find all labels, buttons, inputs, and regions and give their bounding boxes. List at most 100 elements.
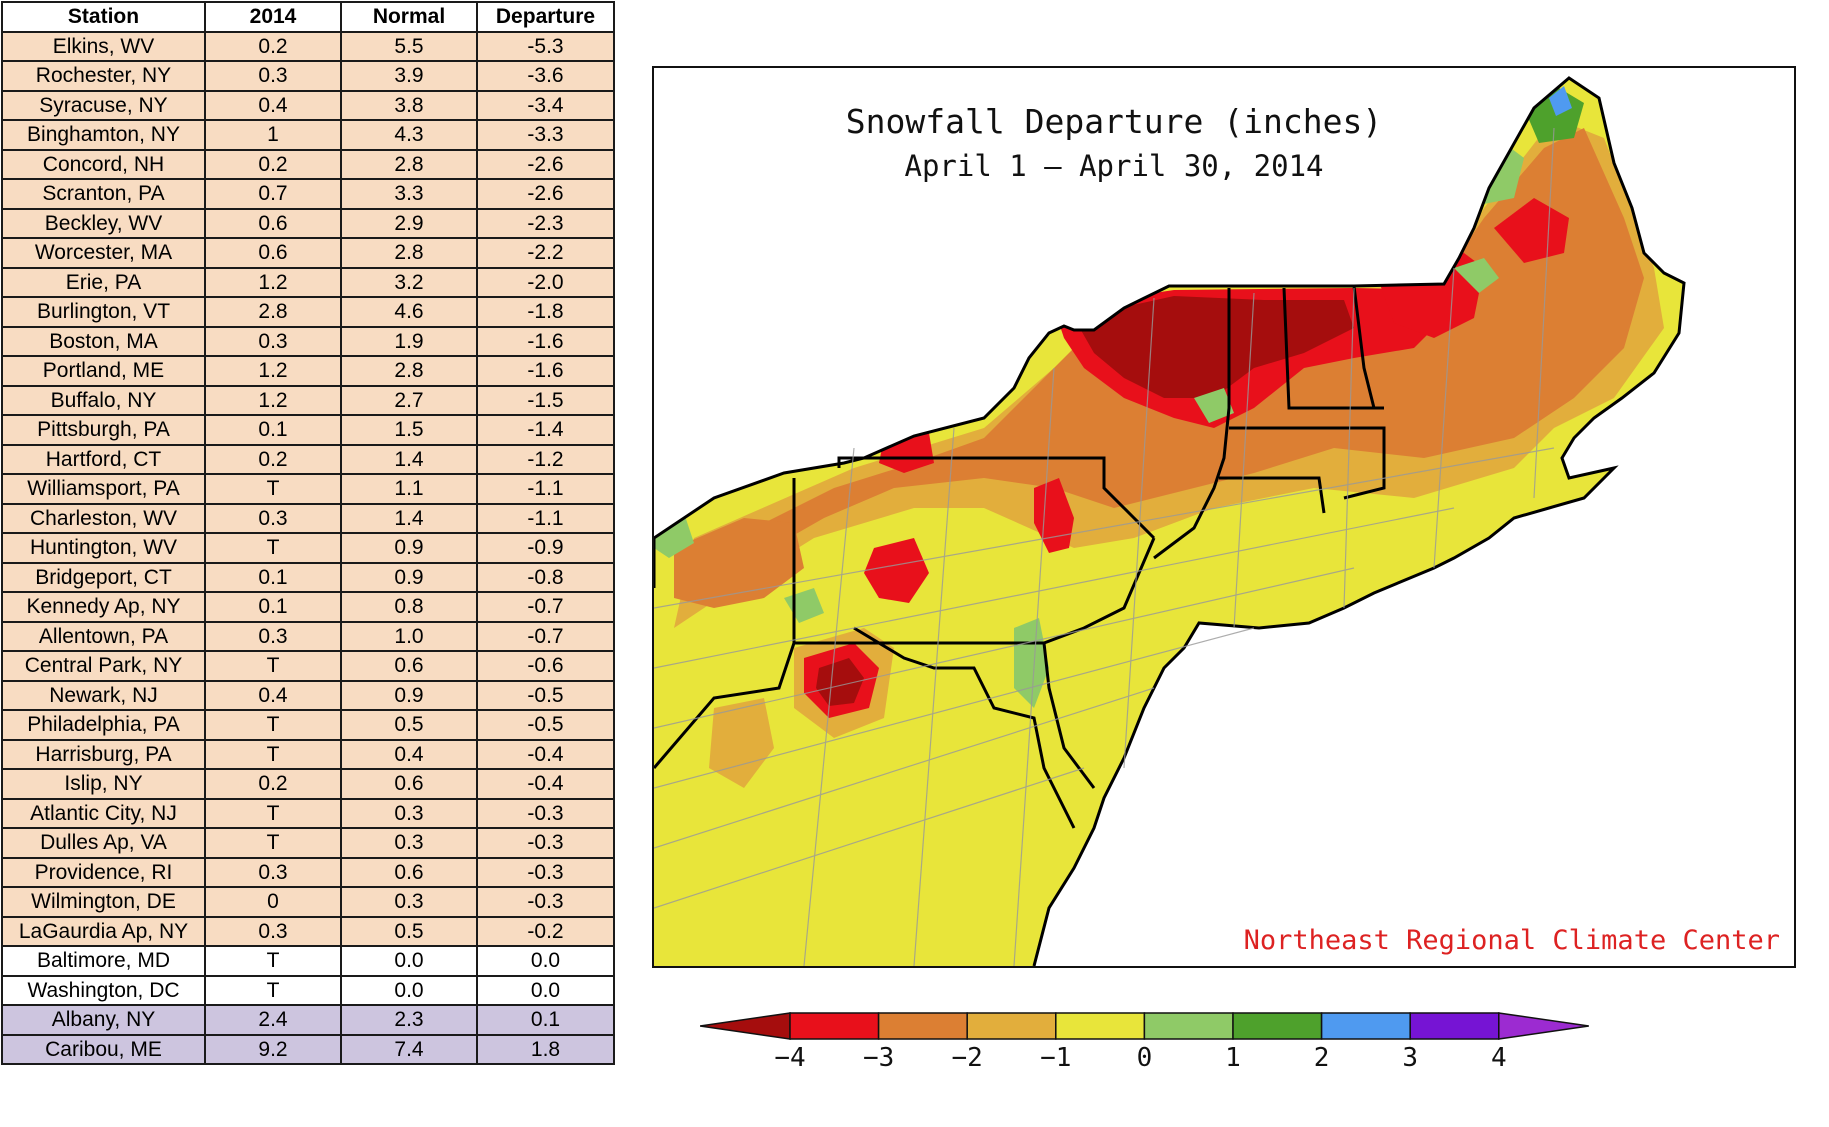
departure-cell: -0.7: [476, 591, 615, 623]
table-row: Kennedy Ap, NY 0.1 0.8 -0.7: [1, 591, 615, 623]
legend-tick-label: −1: [1040, 1043, 1072, 1073]
table-row: Portland, ME 1.2 2.8 -1.6: [1, 355, 615, 387]
departure-cell: -5.3: [476, 30, 615, 62]
header-normal: Normal: [340, 1, 478, 33]
header-2014: 2014: [204, 1, 342, 33]
legend-arrow-high: [1498, 1012, 1589, 1040]
departure-cell: -1.2: [476, 443, 615, 475]
station-cell: Caribou, ME: [1, 1033, 206, 1065]
station-cell: Harrisburg, PA: [1, 738, 206, 770]
departure-cell: -0.3: [476, 827, 615, 859]
departure-cell: -1.5: [476, 384, 615, 416]
snowfall-2014-cell: 0.6: [204, 207, 342, 239]
station-cell: Baltimore, MD: [1, 945, 206, 977]
station-cell: Beckley, WV: [1, 207, 206, 239]
normal-cell: 3.8: [340, 89, 478, 121]
snowfall-2014-cell: T: [204, 827, 342, 859]
station-cell: Binghamton, NY: [1, 119, 206, 151]
station-cell: Williamsport, PA: [1, 473, 206, 505]
snowfall-2014-cell: 0.6: [204, 237, 342, 269]
departure-cell: -3.3: [476, 119, 615, 151]
station-cell: Charleston, WV: [1, 502, 206, 534]
snowfall-2014-cell: 1: [204, 119, 342, 151]
departure-cell: -1.6: [476, 325, 615, 357]
map-subtitle: April 1 — April 30, 2014: [904, 149, 1324, 183]
normal-cell: 0.3: [340, 797, 478, 829]
station-cell: Allentown, PA: [1, 620, 206, 652]
departure-cell: -1.6: [476, 355, 615, 387]
snowfall-2014-cell: 0.3: [204, 325, 342, 357]
station-cell: Providence, RI: [1, 856, 206, 888]
table-row: Philadelphia, PA T 0.5 -0.5: [1, 709, 615, 741]
table-row: Islip, NY 0.2 0.6 -0.4: [1, 768, 615, 800]
legend-swatch: [789, 1012, 880, 1040]
station-cell: Kennedy Ap, NY: [1, 591, 206, 623]
snowfall-2014-cell: 0.4: [204, 679, 342, 711]
header-station: Station: [1, 1, 206, 33]
station-cell: Rochester, NY: [1, 60, 206, 92]
departure-cell: 1.8: [476, 1033, 615, 1065]
snowfall-2014-cell: 0: [204, 886, 342, 918]
normal-cell: 0.0: [340, 945, 478, 977]
snowfall-2014-cell: 0.2: [204, 768, 342, 800]
departure-cell: 0.1: [476, 1004, 615, 1036]
snowfall-2014-cell: 0.3: [204, 915, 342, 947]
station-cell: Worcester, MA: [1, 237, 206, 269]
normal-cell: 0.0: [340, 974, 478, 1006]
station-cell: Dulles Ap, VA: [1, 827, 206, 859]
normal-cell: 0.6: [340, 650, 478, 682]
station-cell: LaGaurdia Ap, NY: [1, 915, 206, 947]
header-departure: Departure: [476, 1, 615, 33]
station-cell: Newark, NJ: [1, 679, 206, 711]
departure-cell: -0.8: [476, 561, 615, 593]
normal-cell: 0.8: [340, 591, 478, 623]
legend-tick-label: 1: [1225, 1043, 1241, 1073]
departure-cell: 0.0: [476, 974, 615, 1006]
departure-cell: -2.0: [476, 266, 615, 298]
departure-cell: -0.2: [476, 915, 615, 947]
legend-swatch: [1320, 1012, 1411, 1040]
departure-cell: -1.1: [476, 473, 615, 505]
station-snowfall-table: Station 2014 Normal Departure Elkins, WV…: [1, 1, 615, 1065]
table-row: Caribou, ME 9.2 7.4 1.8: [1, 1033, 615, 1065]
station-cell: Boston, MA: [1, 325, 206, 357]
normal-cell: 2.9: [340, 207, 478, 239]
departure-cell: -0.6: [476, 650, 615, 682]
snowfall-2014-cell: T: [204, 974, 342, 1006]
departure-cell: -2.6: [476, 148, 615, 180]
table-row: Boston, MA 0.3 1.9 -1.6: [1, 325, 615, 357]
legend-tick-label: 3: [1402, 1043, 1419, 1073]
table-row: Wilmington, DE 0 0.3 -0.3: [1, 886, 615, 918]
snowfall-2014-cell: T: [204, 532, 342, 564]
legend-swatch: [1409, 1012, 1500, 1040]
table-row: Worcester, MA 0.6 2.8 -2.2: [1, 237, 615, 269]
snowfall-2014-cell: 0.1: [204, 414, 342, 446]
table-header-row: Station 2014 Normal Departure: [1, 1, 615, 33]
table-row: Burlington, VT 2.8 4.6 -1.8: [1, 296, 615, 328]
normal-cell: 3.9: [340, 60, 478, 92]
normal-cell: 0.5: [340, 915, 478, 947]
normal-cell: 2.8: [340, 148, 478, 180]
normal-cell: 3.2: [340, 266, 478, 298]
snowfall-2014-cell: 0.2: [204, 443, 342, 475]
table-row: Washington, DC T 0.0 0.0: [1, 974, 615, 1006]
station-cell: Philadelphia, PA: [1, 709, 206, 741]
departure-cell: -0.3: [476, 797, 615, 829]
departure-cell: -0.9: [476, 532, 615, 564]
departure-cell: -1.1: [476, 502, 615, 534]
station-cell: Burlington, VT: [1, 296, 206, 328]
legend-tick-label: −4: [774, 1043, 806, 1073]
table-row: LaGaurdia Ap, NY 0.3 0.5 -0.2: [1, 915, 615, 947]
snowfall-2014-cell: 0.3: [204, 60, 342, 92]
table-row: Erie, PA 1.2 3.2 -2.0: [1, 266, 615, 298]
station-cell: Albany, NY: [1, 1004, 206, 1036]
table-row: Atlantic City, NJ T 0.3 -0.3: [1, 797, 615, 829]
station-cell: Portland, ME: [1, 355, 206, 387]
departure-cell: -3.4: [476, 89, 615, 121]
table-row: Providence, RI 0.3 0.6 -0.3: [1, 856, 615, 888]
station-cell: Syracuse, NY: [1, 89, 206, 121]
table-row: Baltimore, MD T 0.0 0.0: [1, 945, 615, 977]
snowfall-2014-cell: T: [204, 797, 342, 829]
departure-cell: -0.5: [476, 709, 615, 741]
station-cell: Erie, PA: [1, 266, 206, 298]
